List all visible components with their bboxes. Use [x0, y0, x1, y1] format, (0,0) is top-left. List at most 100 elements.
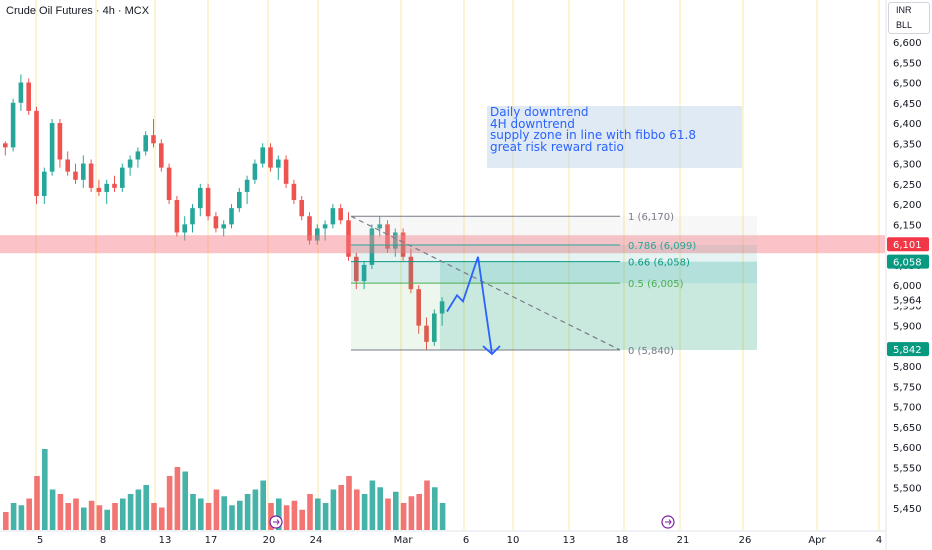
price-tick-label: 5,550 [893, 463, 922, 474]
volume-bar [385, 498, 391, 530]
volume-bar [205, 503, 212, 530]
volume-bar [432, 487, 438, 530]
analysis-note[interactable]: Daily downtrend 4H downtrend supply zone… [487, 106, 742, 168]
candle-body [18, 82, 24, 103]
price-tick-label: 5,600 [893, 443, 922, 454]
volume-bars [3, 449, 446, 530]
price-tick-label: 6,550 [893, 58, 922, 69]
candle-body [416, 289, 421, 326]
candle-body [88, 163, 94, 188]
candle-body [346, 220, 351, 257]
volume-bar [416, 494, 422, 530]
time-tick-label: 17 [205, 535, 218, 546]
volume-bar [3, 512, 9, 530]
currency-label: INR [896, 5, 912, 15]
candle-body [424, 325, 429, 342]
candle-body [307, 216, 312, 241]
icon-arrow [665, 519, 672, 525]
candle-body [10, 102, 16, 148]
time-tick-label: 20 [263, 535, 276, 546]
candle-body [322, 224, 328, 229]
volume-bar [120, 498, 126, 530]
price-tick-label: 6,400 [893, 119, 922, 130]
candle-body [283, 159, 289, 184]
candle-body [127, 159, 133, 168]
volume-bar [174, 467, 181, 530]
price-tick-label: 5,950 [893, 301, 922, 312]
candle-body [104, 183, 109, 192]
candle-body [213, 216, 219, 229]
price-tick-label: 6,250 [893, 180, 922, 191]
volume-bar [283, 505, 290, 530]
price-marker-label: 5,842 [893, 345, 922, 356]
fib-zone [351, 245, 757, 262]
volume-bar [81, 507, 87, 530]
price-marker [887, 292, 929, 307]
volume-bar [166, 476, 173, 530]
volume-bar [393, 491, 399, 530]
fib-level-label: 1 (6,170) [628, 212, 674, 223]
candle-body [159, 143, 164, 168]
volume-bar [268, 503, 274, 530]
volume-bar [104, 509, 110, 530]
candle-body [393, 232, 398, 249]
candle-body [166, 167, 172, 201]
volume-bar [182, 471, 188, 530]
volume-bar [112, 503, 118, 530]
currency-unit-box[interactable]: INR BLL [888, 2, 930, 34]
candle-body [369, 228, 375, 265]
fib-level-label: 0.5 (6,005) [628, 279, 684, 290]
price-tick-label: 6,350 [893, 139, 922, 150]
candle-body [42, 171, 47, 196]
price-marker [887, 254, 929, 269]
candle-body [237, 191, 242, 209]
volume-bar [34, 476, 40, 530]
candle-body [377, 224, 382, 229]
candle-body [330, 208, 336, 225]
volume-bar [135, 489, 142, 530]
candle-body [291, 183, 297, 201]
volume-bar [57, 494, 64, 530]
symbol-title[interactable]: Crude Oil Futures · 4h · MCX [6, 5, 150, 17]
candle-body [26, 82, 31, 111]
volume-bar [330, 489, 337, 530]
fib-zone [351, 216, 757, 246]
volume-bar [361, 494, 368, 530]
candle-body [34, 110, 39, 196]
candle-body [229, 208, 234, 225]
note-line: supply zone in line with fibbo 61.8 [490, 128, 696, 142]
candle-body [135, 151, 141, 160]
price-marker-label: 5,964 [893, 296, 922, 307]
candle-body [65, 159, 70, 172]
arrow-right-circle-icon[interactable] [661, 515, 675, 529]
volume-bar [26, 498, 32, 530]
supply-zone-band [0, 235, 885, 254]
volume-bar [276, 498, 282, 530]
candle-body [432, 313, 437, 342]
candle-body [268, 147, 273, 168]
price-marker-label: 6,058 [893, 258, 922, 269]
candle-body [57, 123, 63, 160]
note-line: 4H downtrend [490, 116, 575, 131]
arrow-right-circle-icon[interactable] [269, 515, 283, 529]
candle-body [190, 208, 195, 225]
candle-body [354, 256, 359, 282]
price-tick-label: 5,700 [893, 403, 922, 414]
volume-bar [291, 500, 298, 530]
volume-bar [307, 494, 313, 530]
time-tick-label: Mar [394, 535, 414, 546]
volume-bar [159, 507, 165, 530]
volume-bar [338, 485, 344, 530]
volume-bar [400, 503, 407, 530]
price-marker [887, 237, 929, 252]
volume-bar [221, 496, 227, 530]
candle-body [276, 159, 281, 168]
candle-body [112, 183, 117, 188]
projection-path [446, 256, 501, 356]
candle-body [260, 147, 265, 164]
time-tick-label: 6 [463, 535, 469, 546]
candle-body [299, 200, 304, 217]
volume-bar [244, 494, 251, 530]
volume-bar [213, 489, 220, 530]
